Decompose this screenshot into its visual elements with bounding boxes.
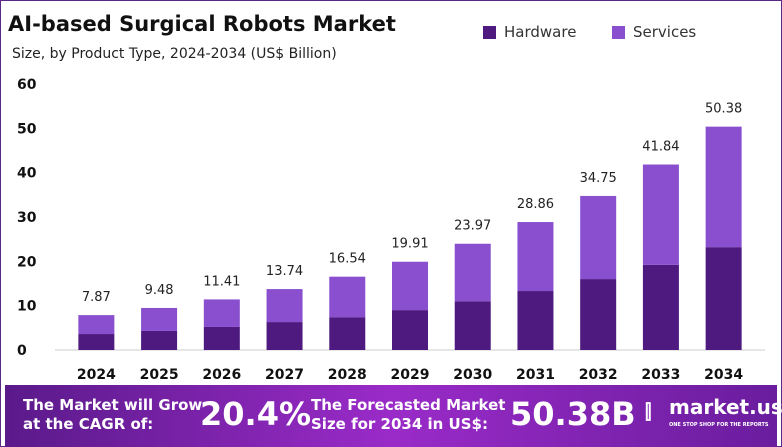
bar-hardware-2033 <box>642 264 679 350</box>
summary-banner: The Market will Grow at the CAGR of: 20.… <box>5 385 782 447</box>
legend-swatch-services <box>612 25 625 39</box>
y-tick-label: 0 <box>17 343 27 359</box>
bar-services-2034 <box>705 126 742 248</box>
data-label-2032: 34.75 <box>580 171 617 186</box>
forecast-value: 50.38B <box>510 395 636 433</box>
legend-label-services: Services <box>633 23 697 41</box>
legend-swatch-hardware <box>483 25 496 39</box>
data-label-2034: 50.38 <box>705 102 742 117</box>
x-tick-label-2032: 2032 <box>579 367 618 383</box>
bar-hardware-2030 <box>454 301 491 350</box>
legend-label-hardware: Hardware <box>504 23 577 41</box>
chart-title: AI-based Surgical Robots Market <box>8 12 396 36</box>
brand-name: market.us <box>669 395 782 419</box>
legend-services: Services <box>612 23 696 41</box>
bar-services-2030 <box>454 243 491 302</box>
y-tick-label: 50 <box>17 121 37 137</box>
y-tick-label: 60 <box>17 77 37 93</box>
cagr-value: 20.4% <box>200 395 312 433</box>
grow-text-1: The Market will Grow <box>23 396 203 414</box>
bar-chart: 01020304050607.8720249.48202511.41202613… <box>17 77 765 383</box>
x-tick-label-2031: 2031 <box>516 367 555 383</box>
forecast-text-1: The Forecasted Market <box>311 396 506 414</box>
bar-services-2028 <box>329 276 366 318</box>
bar-hardware-2024 <box>78 334 115 350</box>
bar-services-2033 <box>642 164 679 265</box>
data-label-2025: 9.48 <box>145 283 174 298</box>
data-label-2031: 28.86 <box>517 197 554 212</box>
bar-hardware-2025 <box>141 330 178 350</box>
data-label-2030: 23.97 <box>454 219 491 234</box>
bar-services-2025 <box>141 307 178 331</box>
bar-services-2031 <box>517 222 554 292</box>
data-label-2028: 16.54 <box>329 252 366 267</box>
chart-subtitle: Size, by Product Type, 2024-2034 (US$ Bi… <box>12 46 337 62</box>
bar-hardware-2034 <box>705 247 742 350</box>
bar-hardware-2031 <box>517 291 554 350</box>
bar-hardware-2032 <box>580 279 617 350</box>
data-label-2029: 19.91 <box>391 237 428 252</box>
bar-hardware-2027 <box>266 322 303 350</box>
y-tick-label: 10 <box>17 299 37 315</box>
brand-tagline: ONE STOP SHOP FOR THE REPORTS <box>669 422 769 428</box>
y-tick-label: 30 <box>17 210 37 226</box>
bar-services-2027 <box>266 289 303 323</box>
bar-hardware-2028 <box>329 317 366 350</box>
bar-services-2024 <box>78 315 115 335</box>
brand-logo-icon: ⫿ <box>645 399 652 423</box>
bar-services-2032 <box>580 195 617 280</box>
x-tick-label-2034: 2034 <box>704 367 743 383</box>
data-label-2026: 11.41 <box>203 274 240 289</box>
bar-services-2029 <box>392 261 428 311</box>
grow-text-2: at the CAGR of: <box>23 415 154 433</box>
x-tick-label-2028: 2028 <box>328 367 367 383</box>
x-tick-label-2029: 2029 <box>391 367 430 383</box>
data-label-2027: 13.74 <box>266 264 303 279</box>
x-tick-label-2026: 2026 <box>202 367 241 383</box>
bar-hardware-2026 <box>203 326 240 350</box>
x-tick-label-2033: 2033 <box>641 367 680 383</box>
y-tick-label: 20 <box>17 254 37 270</box>
x-tick-label-2025: 2025 <box>140 367 179 383</box>
x-tick-label-2027: 2027 <box>265 367 304 383</box>
y-tick-label: 40 <box>17 166 37 182</box>
x-tick-label-2030: 2030 <box>453 367 492 383</box>
bar-services-2026 <box>203 299 240 327</box>
x-tick-label-2024: 2024 <box>77 367 116 383</box>
forecast-text-2: Size for 2034 in US$: <box>311 415 488 433</box>
data-label-2033: 41.84 <box>642 140 679 155</box>
bar-hardware-2029 <box>392 310 428 350</box>
legend-hardware: Hardware <box>483 23 576 41</box>
data-label-2024: 7.87 <box>82 290 111 305</box>
